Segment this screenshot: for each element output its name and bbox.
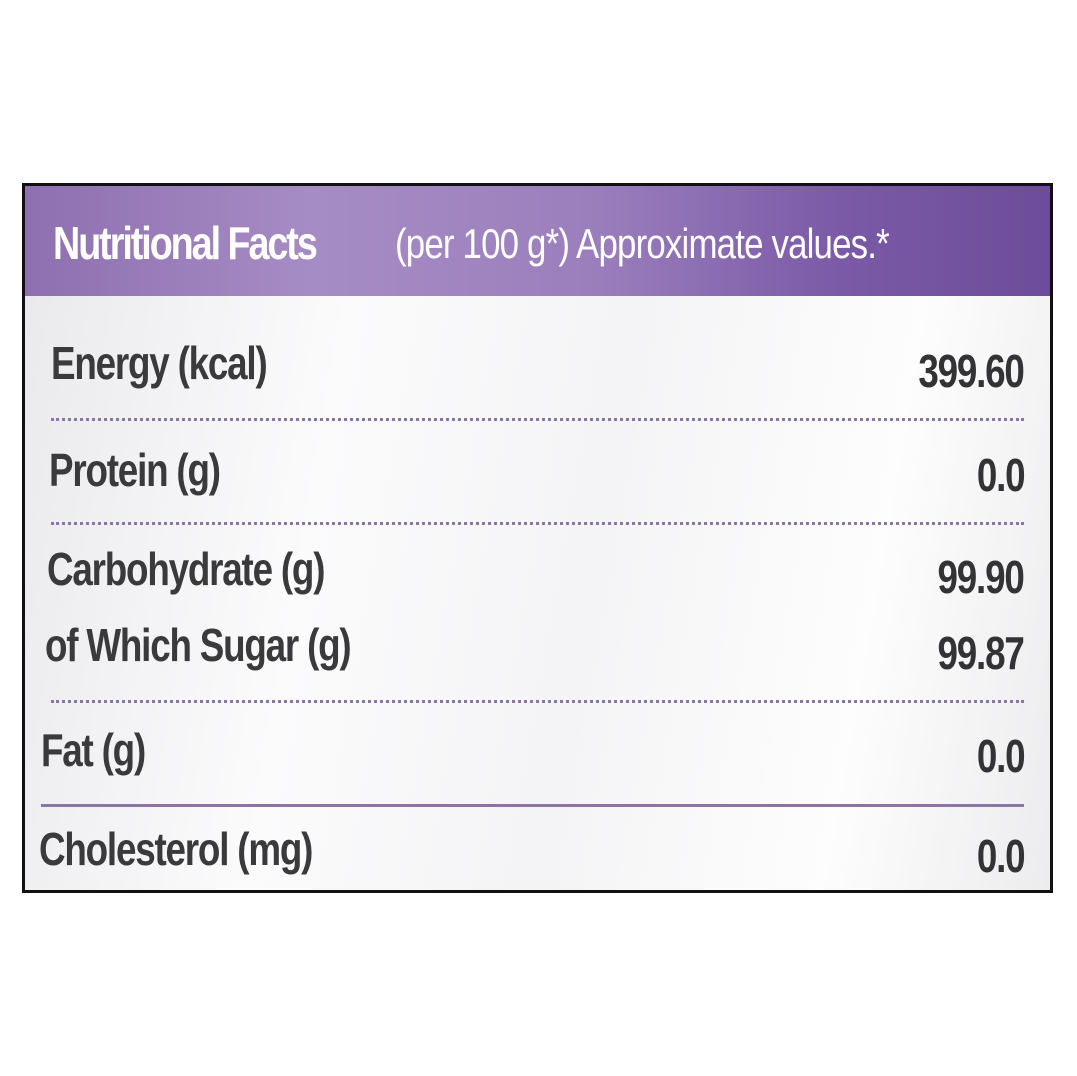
row-divider	[51, 418, 1024, 421]
row-value-energy: 399.60	[918, 345, 1026, 397]
row-label-energy: Energy (kcal)	[51, 337, 268, 389]
header-subtitle: (per 100 g*) Approximate values.*	[395, 220, 890, 267]
row-value-cholesterol: 0.0	[976, 830, 1025, 882]
row-divider	[51, 700, 1024, 703]
row-value-fat: 0.0	[976, 730, 1025, 782]
header-title: Nutritional Facts	[53, 217, 318, 269]
row-divider-solid	[41, 804, 1024, 807]
row-label-protein: Protein (g)	[49, 444, 221, 496]
row-value-carbohydrate: 99.90	[937, 551, 1025, 603]
row-label-fat: Fat (g)	[41, 724, 146, 776]
row-value-protein: 0.0	[976, 449, 1025, 501]
nutrition-facts-panel: Nutritional Facts (per 100 g*) Approxima…	[22, 183, 1053, 893]
row-label-cholesterol: Cholesterol (mg)	[39, 823, 313, 875]
row-label-carbohydrate: Carbohydrate (g)	[47, 543, 325, 595]
row-label-sugar: of Which Sugar (g)	[45, 619, 352, 671]
nutrition-header: Nutritional Facts (per 100 g*) Approxima…	[25, 186, 1050, 296]
row-divider	[51, 522, 1024, 525]
header-text: Nutritional Facts (per 100 g*) Approxima…	[53, 216, 890, 270]
row-value-sugar: 99.87	[937, 627, 1025, 679]
